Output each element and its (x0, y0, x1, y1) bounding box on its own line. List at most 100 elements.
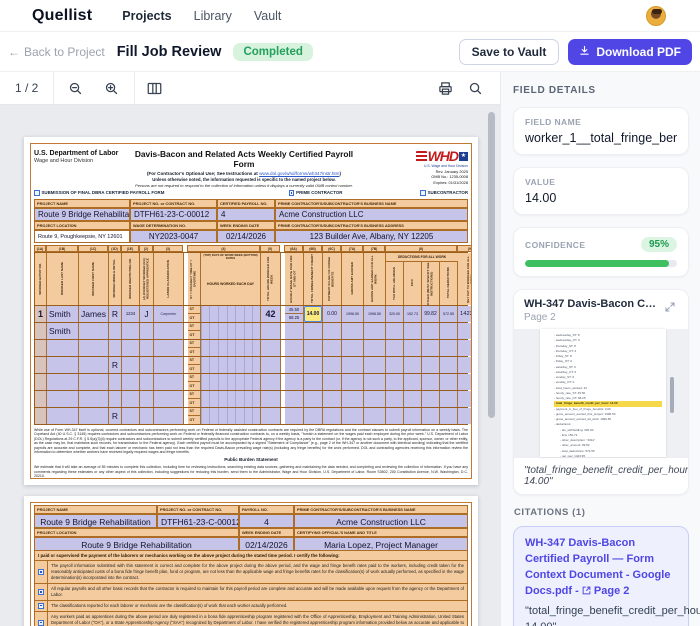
user-avatar[interactable] (646, 5, 666, 26)
source-page: Page 2 (524, 312, 556, 323)
wage-determination-value: NY2023-0047 (130, 229, 217, 243)
project-name-value: Route 9 Bridge Rehabilitation (34, 207, 130, 221)
citations-label: CITATIONS (1) (514, 507, 586, 518)
contract-no-value: DTFH61-23-C-00012 (130, 207, 217, 221)
field-name-value: worker_1__total_fringe_benefit_credit_pe… (525, 131, 677, 145)
p2-business-name: Acme Construction LLC (294, 514, 468, 528)
source-title: WH-347 Davis-Bacon Certified Payroll — F… (524, 298, 662, 310)
form-rev: Rev. January 2025 (435, 169, 468, 174)
citation-title: WH-347 Davis-Bacon Certified Payroll — F… (525, 537, 671, 597)
form-omb: OMB No.: 1235-0008 (431, 174, 468, 180)
confidence-badge: 95% (640, 237, 677, 252)
zoom-in-icon (104, 81, 119, 96)
source-thumbnail-lines: - wednesday_ST: 8- wednesday_OT: 0- thur… (540, 329, 666, 457)
page2-info-table: PROJECT NAME PROJECT NO. or CONTRACT NO.… (34, 505, 468, 528)
project-location-value: Route 9, Poughkeepsie, NY 12601 (34, 229, 130, 243)
zoom-out-icon (68, 81, 83, 96)
two-page-view-button[interactable] (139, 76, 169, 100)
print-icon (438, 81, 453, 96)
search-button[interactable] (460, 76, 490, 100)
worker-row-6: ST OT (35, 389, 471, 407)
nav-vault[interactable]: Vault (253, 8, 282, 23)
print-button[interactable] (430, 76, 460, 100)
selected-field-cell-fringe-credit[interactable]: 14.00 (304, 305, 322, 322)
statement-1-checkbox[interactable] (38, 568, 44, 575)
header-actions: Save to Vault Download PDF (458, 38, 692, 65)
field-value: 14.00 (525, 191, 557, 205)
worker-row-4: R ST OT (35, 355, 471, 373)
project-info-table: PROJECT NAME PROJECT NO. or CONTRACT NO.… (34, 198, 468, 243)
zoom-out-button[interactable] (60, 76, 90, 100)
document-header-bar: ← Back to Project Fill Job Review Complet… (0, 32, 700, 72)
form-expires: Expires: 01/31/2028 (433, 179, 468, 185)
p2-contract-no: DTFH61-23-C-00012 (157, 514, 239, 528)
statement-4-checkbox[interactable] (38, 619, 44, 626)
p2-week-ending: 02/14/2026 (239, 537, 294, 551)
payroll-no-value: 4 (217, 207, 275, 221)
confidence-fill (525, 260, 670, 267)
p2-payroll-no: 4 (239, 514, 294, 528)
statement-3-checkbox[interactable] (38, 602, 44, 609)
payroll-form-page-1: U.S. Department of Labor Wage and Hour D… (24, 137, 478, 485)
p2-certifying-official: Maria Lopez, Project Manager (294, 537, 468, 551)
external-link-icon (582, 585, 591, 597)
zoom-in-button[interactable] (96, 76, 126, 100)
back-arrow-icon: ← (8, 44, 20, 59)
worker-row-5: ST OT (35, 372, 471, 390)
business-name-value: Acme Construction LLC (275, 207, 468, 221)
certification-intro: I paid or supervised the payment of the … (34, 551, 468, 561)
public-burden-text: We estimate that it will take an average… (34, 465, 468, 479)
download-pdf-button[interactable]: Download PDF (568, 38, 692, 65)
confidence-card: CONFIDENCE 95% (513, 227, 689, 277)
toolbar-divider (134, 71, 136, 105)
form-agency: U.S. Department of Labor (34, 150, 119, 157)
top-navigation-bar: Quellist Projects Library Vault (0, 0, 700, 32)
expand-preview-button[interactable] (662, 298, 678, 320)
two-page-view-icon (147, 82, 162, 95)
column-number-row: (1A) (1B) (1C) (1D) (1E) (2) (3) (4) (5)… (34, 244, 471, 252)
viewer-scrollbar[interactable] (488, 112, 495, 418)
source-thumbnail[interactable]: - wednesday_ST: 8- wednesday_OT: 0- thur… (514, 329, 688, 457)
worker-row-7: R ST OT (35, 406, 471, 424)
download-pdf-label: Download PDF (596, 44, 681, 59)
subcontractor-checkbox[interactable] (420, 190, 426, 196)
final-submission-checkbox[interactable] (34, 190, 40, 196)
citation-page: Page 2 (593, 584, 630, 597)
p2-project-location: Route 9 Bridge Rehabilitation (34, 537, 239, 551)
toolbar-divider (53, 71, 55, 105)
brand-logo[interactable]: Quellist (32, 6, 93, 24)
statement-2-checkbox[interactable] (38, 588, 44, 595)
viewer-toolbar: 1 / 2 (0, 71, 500, 105)
certification-statement-2: All regular payrolls and all other basic… (34, 583, 468, 601)
status-badge: Completed (233, 42, 313, 61)
page-title: Fill Job Review (116, 43, 222, 60)
worker-payroll-table: WORKER ENTRY NO. WORKER LAST NAME WORKER… (34, 251, 471, 425)
citation-card[interactable]: WH-347 Davis-Bacon Certified Payroll — F… (513, 526, 700, 626)
document-viewer: U.S. Department of Labor Wage and Hour D… (0, 105, 500, 626)
prime-contractor-checkbox[interactable] (288, 190, 295, 196)
public-burden-title: Public Burden Statement (224, 457, 278, 463)
whd-logo: WHD ★ (362, 148, 468, 164)
form-division: Wage and Hour Division (34, 158, 94, 164)
field-details-panel: FIELD DETAILS FIELD NAME worker_1__total… (500, 72, 700, 626)
business-address-value: 123 Builder Ave, Albany, NY 12205 (275, 229, 468, 243)
search-icon (468, 81, 483, 96)
source-caption: "total_fringe_benefit_credit_per_hour: 1… (514, 457, 688, 494)
form-footnote: While use of Form WH-347 itself is optio… (34, 427, 468, 455)
back-to-project-link[interactable]: ← Back to Project (8, 45, 105, 59)
back-link-label: Back to Project (24, 44, 105, 59)
expand-icon (664, 300, 676, 317)
certification-statement-4: Any workers paid as apprentices during t… (34, 611, 468, 626)
page-indicator: 1 / 2 (15, 81, 39, 95)
nav-library[interactable]: Library (193, 8, 232, 23)
field-value-card: VALUE 14.00 (513, 167, 689, 215)
save-to-vault-button[interactable]: Save to Vault (458, 38, 560, 65)
primary-nav: Projects Library Vault (122, 9, 281, 23)
thumbnail-scrollbar[interactable] (670, 377, 674, 413)
nav-projects[interactable]: Projects (122, 8, 172, 23)
certification-statement-1: The payroll information submitted with t… (34, 561, 468, 584)
form-title: Davis-Bacon and Related Acts Weekly Cert… (134, 149, 354, 169)
instructions-link: www.dol.gov/whd/forms/wh347instr.htm (259, 170, 340, 176)
field-name-card: FIELD NAME worker_1__total_fringe_benefi… (513, 107, 689, 155)
payroll-form-page-2: PROJECT NAME PROJECT NO. or CONTRACT NO.… (24, 496, 478, 626)
